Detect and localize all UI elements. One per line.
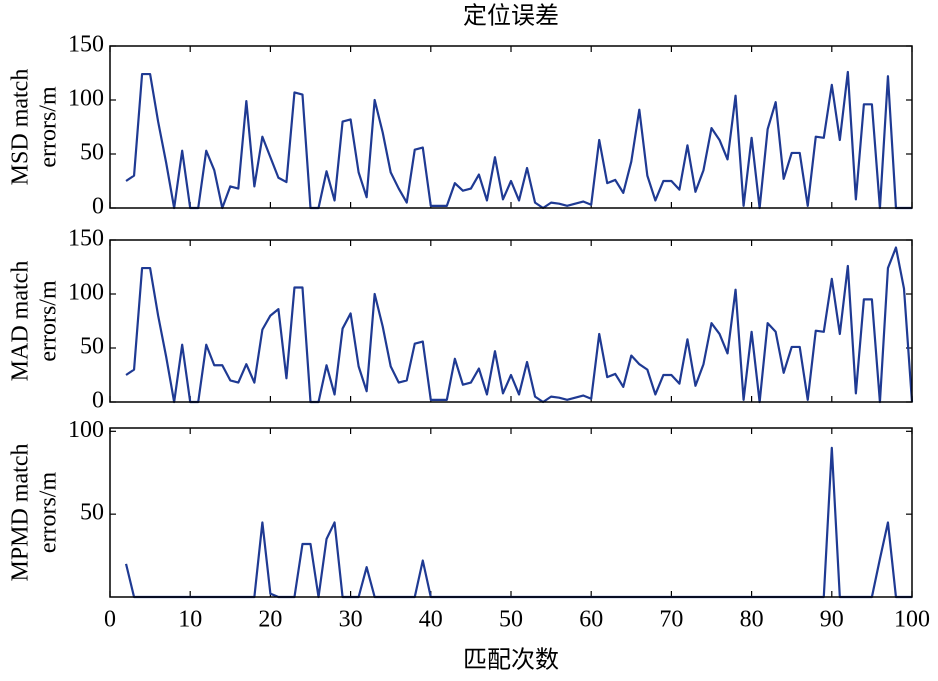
y-tick-label: 150: [68, 226, 104, 252]
plot-frame: [109, 239, 913, 403]
x-tick-label: 60: [579, 607, 603, 633]
y-axis-label: errors/m: [36, 280, 62, 362]
x-tick-label: 70: [659, 607, 683, 633]
y-tick-label: 50: [80, 140, 104, 166]
x-tick-label: 50: [499, 607, 523, 633]
x-tick-label: 40: [419, 607, 443, 633]
y-tick-label: 100: [68, 417, 104, 443]
data-line: [125, 70, 912, 210]
x-tick-label: 20: [258, 607, 282, 633]
chart-title: 定位误差: [463, 3, 559, 30]
y-tick-label: 0: [92, 194, 104, 220]
y-tick-label: 100: [68, 280, 104, 306]
y-tick-label: 100: [68, 86, 104, 112]
x-tick-label: 0: [104, 607, 116, 633]
data-line: [124, 446, 912, 599]
y-tick-label: 150: [68, 32, 104, 58]
x-tick-label: 30: [339, 607, 363, 633]
data-line: [125, 246, 914, 404]
x-tick-label: 100: [894, 607, 930, 633]
y-tick-label: 50: [80, 500, 104, 526]
y-tick-label: 50: [80, 334, 104, 360]
y-tick-label: 0: [92, 388, 104, 414]
x-axis-label: 匹配次数: [463, 647, 559, 674]
y-axis-label: errors/m: [36, 86, 62, 168]
y-axis-label: MPMD match: [8, 444, 34, 582]
x-tick-label: 80: [740, 607, 764, 633]
y-axis-label: errors/m: [36, 472, 62, 554]
x-tick-label: 10: [178, 607, 202, 633]
plot-frame: [109, 45, 913, 209]
x-tick-label: 90: [820, 607, 844, 633]
y-axis-label: MSD match: [8, 69, 34, 186]
plot-frame: [109, 427, 913, 598]
y-axis-label: MAD match: [8, 261, 34, 382]
